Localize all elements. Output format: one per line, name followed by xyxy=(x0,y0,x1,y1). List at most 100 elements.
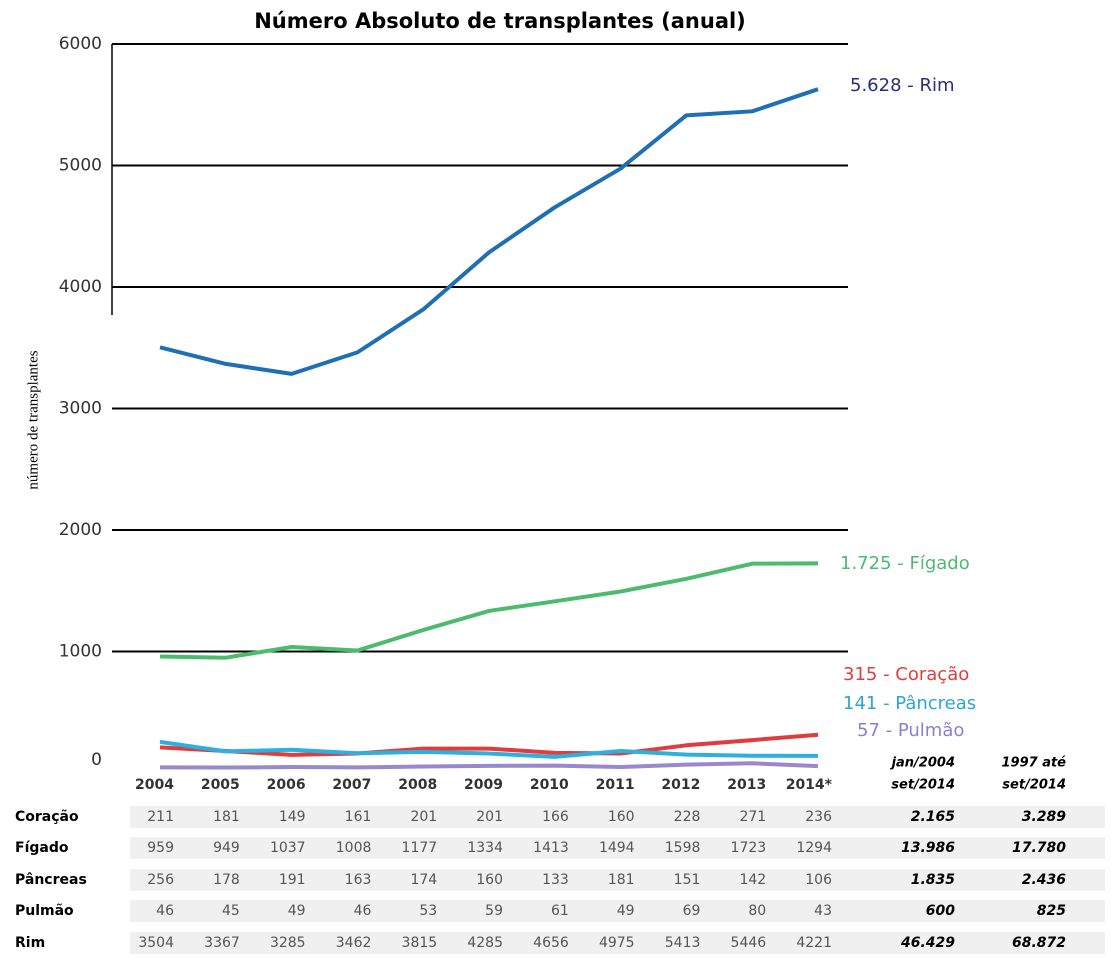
table-cell: 106 xyxy=(805,872,832,888)
table-cell: 49 xyxy=(288,903,306,919)
table-header: set/2014 xyxy=(891,778,955,793)
table-total: 46.429 xyxy=(900,935,955,951)
y-tick-label: 2000 xyxy=(59,520,102,540)
table-cell: 80 xyxy=(748,903,766,919)
table-cell: 1294 xyxy=(796,840,832,856)
y-tick-label: 1000 xyxy=(59,642,102,662)
table-cell: 166 xyxy=(542,809,569,825)
x-tick-label: 2013 xyxy=(727,777,766,793)
table-cell: 142 xyxy=(739,872,766,888)
table-cell: 133 xyxy=(542,872,569,888)
table-cell: 46 xyxy=(156,903,174,919)
table-cell: 178 xyxy=(213,872,240,888)
table-total: 68.872 xyxy=(1012,935,1066,951)
table-cell: 61 xyxy=(551,903,569,919)
x-tick-label: 2006 xyxy=(267,777,306,793)
table-cell: 1723 xyxy=(731,840,767,856)
table-cell: 69 xyxy=(683,903,701,919)
table-cell: 236 xyxy=(805,809,832,825)
table-header: jan/2004 xyxy=(890,756,955,771)
row-label: Fígado xyxy=(15,840,69,856)
row-label: Coração xyxy=(15,809,79,825)
table-cell: 43 xyxy=(814,903,832,919)
table-cell: 5446 xyxy=(731,935,767,951)
table-cell: 959 xyxy=(147,840,174,856)
table-total: 2.436 xyxy=(1022,872,1067,888)
table-cell: 1494 xyxy=(599,840,635,856)
table-cell: 271 xyxy=(739,809,766,825)
table-cell: 201 xyxy=(476,809,503,825)
x-tick-label: 2009 xyxy=(464,777,503,793)
table-cell: 3815 xyxy=(402,935,438,951)
table-cell: 1008 xyxy=(336,840,372,856)
table-total: 17.780 xyxy=(1012,840,1066,856)
end-label: 141 - Pâncreas xyxy=(843,693,976,714)
y-tick-label: 0 xyxy=(91,750,102,770)
table-cell: 4221 xyxy=(796,935,832,951)
end-label: 315 - Coração xyxy=(843,664,969,685)
table-cell: 161 xyxy=(345,809,372,825)
table-cell: 191 xyxy=(279,872,306,888)
y-axis-label: número de transplantes xyxy=(25,350,41,489)
table-cell: 4656 xyxy=(533,935,569,951)
table-cell: 256 xyxy=(147,872,174,888)
table-cell: 3285 xyxy=(270,935,306,951)
table-cell: 949 xyxy=(213,840,240,856)
table-cell: 1598 xyxy=(665,840,701,856)
table-cell: 149 xyxy=(279,809,306,825)
row-label: Pâncreas xyxy=(15,872,87,888)
series-line xyxy=(160,763,818,767)
table-cell: 1177 xyxy=(402,840,438,856)
chart: Número Absoluto de transplantes (anual) … xyxy=(0,0,1113,967)
table-total: 3.289 xyxy=(1022,809,1067,825)
table-cell: 45 xyxy=(222,903,240,919)
table-total: 13.986 xyxy=(901,840,955,856)
table-cell: 4285 xyxy=(467,935,503,951)
table-total: 2.165 xyxy=(911,809,956,825)
series-line xyxy=(160,563,818,657)
end-label: 5.628 - Rim xyxy=(850,75,955,96)
y-tick-label: 4000 xyxy=(59,277,102,297)
table-cell: 228 xyxy=(674,809,701,825)
table-cell: 1334 xyxy=(467,840,503,856)
table-total: 1.835 xyxy=(911,872,956,888)
table-cell: 49 xyxy=(617,903,635,919)
end-label: 1.725 - Fígado xyxy=(840,553,970,574)
x-tick-label: 2011 xyxy=(596,777,635,793)
x-tick-label: 2004 xyxy=(135,777,174,793)
row-label: Pulmão xyxy=(15,903,74,919)
end-label: 57 - Pulmão xyxy=(857,720,964,741)
y-tick-label: 6000 xyxy=(59,34,102,54)
table-cell: 4975 xyxy=(599,935,635,951)
table-cell: 201 xyxy=(410,809,437,825)
table-cell: 53 xyxy=(419,903,437,919)
table-cell: 163 xyxy=(345,872,372,888)
table-cell: 181 xyxy=(608,872,635,888)
x-tick-label: 2014* xyxy=(786,777,833,793)
row-label: Rim xyxy=(15,935,45,951)
table-cell: 211 xyxy=(147,809,174,825)
table-total: 600 xyxy=(926,903,955,919)
table-cell: 3462 xyxy=(336,935,372,951)
x-tick-label: 2007 xyxy=(332,777,371,793)
y-tick-label: 5000 xyxy=(59,156,102,176)
table-cell: 5413 xyxy=(665,935,701,951)
table-cell: 1037 xyxy=(270,840,306,856)
chart-title: Número Absoluto de transplantes (anual) xyxy=(254,9,746,33)
table-cell: 160 xyxy=(608,809,635,825)
table-cell: 181 xyxy=(213,809,240,825)
table-cell: 3367 xyxy=(204,935,240,951)
x-tick-label: 2008 xyxy=(398,777,437,793)
table-cell: 160 xyxy=(476,872,503,888)
x-tick-label: 2010 xyxy=(530,777,569,793)
table-cell: 174 xyxy=(410,872,437,888)
x-tick-label: 2005 xyxy=(201,777,240,793)
table-header: set/2014 xyxy=(1002,778,1066,793)
table-header: 1997 até xyxy=(1001,756,1066,771)
y-tick-label: 3000 xyxy=(59,399,102,419)
table-cell: 3504 xyxy=(138,935,174,951)
table-cell: 151 xyxy=(674,872,701,888)
series-line xyxy=(160,89,818,374)
x-tick-label: 2012 xyxy=(661,777,700,793)
table-cell: 1413 xyxy=(533,840,569,856)
